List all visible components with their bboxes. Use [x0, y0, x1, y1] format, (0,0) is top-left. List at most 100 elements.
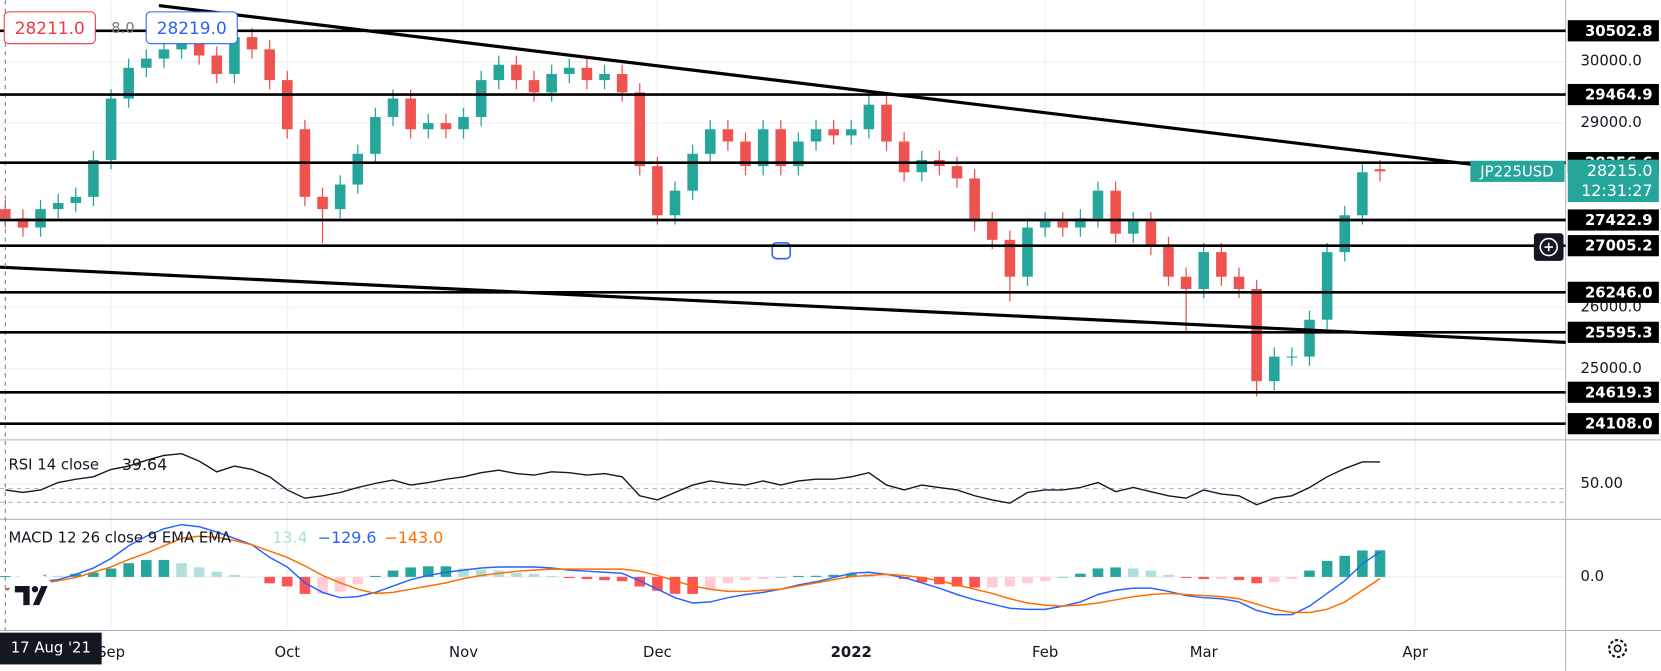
candle-body	[1357, 172, 1368, 216]
histogram-bar	[246, 576, 258, 578]
x-tick-label: Oct	[274, 644, 300, 661]
candle-body	[88, 159, 99, 197]
level-label-box	[1567, 321, 1659, 343]
candle-body	[1251, 289, 1262, 382]
x-tick-label: Dec	[643, 644, 672, 661]
x-tick-label: Apr	[1402, 644, 1429, 661]
candle-body	[969, 178, 980, 222]
logo[interactable]	[8, 572, 56, 619]
candle-body	[810, 129, 822, 142]
candle-body	[458, 116, 469, 130]
histogram-bar	[0, 576, 11, 577]
symbol-tag	[1470, 160, 1565, 182]
spread: 8.0	[111, 20, 135, 37]
histogram-bar	[810, 575, 822, 577]
histogram-bar	[105, 568, 117, 577]
histogram-bar	[1039, 576, 1051, 582]
candle-body	[246, 37, 258, 50]
histogram-bar	[1286, 576, 1298, 580]
candle-body	[793, 141, 804, 167]
histogram-bar	[916, 576, 928, 583]
histogram-bar	[845, 573, 857, 577]
candle-body	[281, 80, 293, 130]
histogram-bar	[140, 560, 152, 577]
histogram-bar	[334, 576, 346, 592]
buy-button[interactable]	[145, 11, 238, 45]
histogram-bar	[1163, 574, 1174, 577]
level-label-box	[1567, 413, 1659, 435]
plot	[0, 27, 1386, 616]
buy-price: 28219.0	[157, 18, 227, 38]
histogram-bar	[1092, 568, 1104, 577]
sell-button[interactable]	[3, 11, 96, 45]
histogram-bar	[1075, 573, 1086, 577]
histogram-bar	[511, 572, 522, 577]
level-label: 24619.3	[1585, 384, 1653, 401]
level-label: 25595.3	[1585, 324, 1653, 341]
histogram-bar	[1180, 576, 1192, 578]
candle-body	[757, 129, 769, 167]
histogram-bar	[704, 576, 716, 590]
histogram-bar	[1057, 576, 1069, 578]
y-tick-label: 0.0	[1580, 568, 1604, 585]
candle-body	[387, 98, 399, 117]
candle-body	[1233, 276, 1245, 290]
candle-body	[1180, 276, 1192, 290]
candle-body	[1057, 221, 1069, 228]
histogram-bar	[370, 575, 381, 577]
candle-body	[229, 37, 240, 74]
histogram-bar	[1022, 576, 1033, 584]
gear-outer	[1608, 638, 1628, 659]
histogram-bar	[793, 575, 804, 577]
histogram-bar	[281, 576, 293, 587]
rsi-line	[5, 453, 1380, 506]
candle-body	[1127, 221, 1139, 234]
level-label: 30502.8	[1585, 23, 1653, 40]
level-label-box	[1567, 209, 1659, 231]
candle-body	[1268, 356, 1280, 382]
histogram-bar	[652, 576, 663, 591]
candle-body	[898, 141, 910, 173]
histogram-bar	[634, 576, 646, 587]
trend-line[interactable]	[0, 265, 1566, 344]
candle-body	[1092, 190, 1104, 219]
histogram-bar	[828, 574, 839, 577]
candle-body	[211, 55, 223, 74]
level-label-box	[1567, 20, 1659, 42]
candle-body	[563, 67, 575, 74]
candle-body	[652, 166, 663, 216]
candle-body	[176, 43, 187, 50]
candle-body	[1216, 252, 1227, 277]
histogram-bar	[581, 576, 593, 580]
candle-body	[546, 73, 557, 93]
candle-body	[334, 184, 346, 210]
candle-body	[1163, 245, 1174, 277]
candle-body	[986, 221, 998, 240]
y-tick-label: 29000.0	[1580, 114, 1641, 131]
series-value: −129.6	[318, 528, 377, 547]
candle-body	[951, 166, 963, 179]
candle-body	[123, 67, 134, 99]
histogram-bar	[546, 575, 557, 577]
candle-body	[1339, 215, 1351, 253]
histogram-bar	[299, 576, 311, 594]
settings-button[interactable]	[1608, 638, 1628, 659]
candle-body	[422, 123, 434, 130]
histogram-bar	[1216, 576, 1227, 580]
histogram-bar	[176, 563, 187, 577]
x-tick-label: 2022	[831, 644, 872, 661]
histogram-bar	[1304, 570, 1315, 577]
histogram-bar	[669, 576, 681, 594]
candle-body	[1374, 169, 1386, 172]
candle-body	[440, 123, 452, 130]
histogram-bar	[1110, 567, 1121, 577]
histogram-bar	[1339, 555, 1351, 577]
grid: Sep Oct Nov Dec 2022 Feb Mar Apr25000.026000.02…	[0, 0, 1642, 661]
histogram-bar	[1233, 576, 1245, 581]
histogram-bar	[1198, 576, 1210, 580]
candle-body	[916, 159, 928, 173]
histogram-bar	[352, 576, 364, 585]
histogram-bar	[123, 563, 134, 577]
candle-body	[1145, 221, 1157, 246]
